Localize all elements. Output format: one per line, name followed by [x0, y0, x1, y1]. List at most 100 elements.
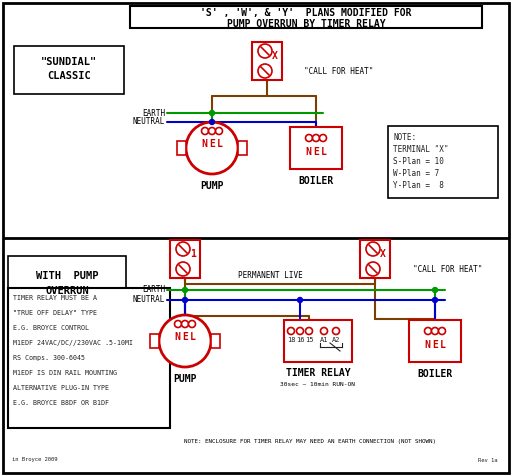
Circle shape: [258, 64, 272, 78]
Text: NEUTRAL: NEUTRAL: [133, 296, 165, 305]
Text: BOILER: BOILER: [298, 176, 334, 186]
Text: E: E: [432, 340, 438, 350]
Text: EARTH: EARTH: [142, 286, 165, 295]
Text: TIMER RELAY MUST BE A: TIMER RELAY MUST BE A: [13, 295, 97, 301]
Text: N: N: [424, 340, 430, 350]
Bar: [238, 141, 247, 155]
Text: NOTE:: NOTE:: [393, 133, 416, 142]
Circle shape: [188, 320, 196, 327]
Text: PUMP OVERRUN BY TIMER RELAY: PUMP OVERRUN BY TIMER RELAY: [227, 19, 386, 29]
Bar: [8, 256, 126, 314]
Text: NOTE: ENCLOSURE FOR TIMER RELAY MAY NEED AN EARTH CONNECTION (NOT SHOWN): NOTE: ENCLOSURE FOR TIMER RELAY MAY NEED…: [184, 438, 436, 444]
Text: M1EDF 24VAC/DC//230VAC .5-10MI: M1EDF 24VAC/DC//230VAC .5-10MI: [13, 340, 133, 346]
Circle shape: [438, 327, 445, 335]
Circle shape: [424, 327, 432, 335]
Text: A2: A2: [332, 337, 340, 343]
Text: NEUTRAL: NEUTRAL: [133, 118, 165, 127]
Circle shape: [258, 44, 272, 58]
Text: E.G. BROYCE B8DF OR B1DF: E.G. BROYCE B8DF OR B1DF: [13, 400, 109, 406]
Circle shape: [433, 298, 437, 303]
Circle shape: [209, 119, 215, 125]
Bar: [284, 320, 352, 362]
Text: EARTH: EARTH: [142, 109, 165, 118]
Text: OVERRUN: OVERRUN: [45, 286, 89, 296]
Text: E.G. BROYCE CONTROL: E.G. BROYCE CONTROL: [13, 325, 89, 331]
Circle shape: [208, 128, 216, 135]
Circle shape: [306, 327, 312, 335]
Text: CLASSIC: CLASSIC: [47, 71, 91, 81]
Bar: [388, 126, 498, 198]
Bar: [290, 127, 342, 169]
Text: 18: 18: [287, 337, 295, 343]
Bar: [360, 240, 390, 278]
Text: Rev 1a: Rev 1a: [478, 457, 497, 463]
Text: X: X: [272, 51, 278, 61]
Text: E: E: [209, 139, 215, 149]
Circle shape: [202, 128, 208, 135]
Text: "CALL FOR HEAT": "CALL FOR HEAT": [413, 265, 482, 274]
Text: PUMP: PUMP: [200, 181, 224, 191]
Text: 1: 1: [190, 249, 196, 259]
Circle shape: [297, 298, 303, 303]
Circle shape: [366, 242, 380, 256]
Circle shape: [306, 135, 312, 141]
Circle shape: [176, 262, 190, 276]
Text: 30sec ~ 10min RUN-ON: 30sec ~ 10min RUN-ON: [281, 381, 355, 387]
Circle shape: [216, 128, 223, 135]
Text: "CALL FOR HEAT": "CALL FOR HEAT": [304, 67, 373, 76]
Text: N: N: [201, 139, 207, 149]
Circle shape: [433, 288, 437, 292]
Circle shape: [182, 298, 187, 303]
Text: A1: A1: [320, 337, 328, 343]
Bar: [150, 334, 159, 348]
Bar: [252, 42, 282, 80]
Text: E: E: [182, 332, 188, 342]
Circle shape: [319, 135, 327, 141]
Bar: [8, 288, 170, 428]
Text: X: X: [380, 249, 386, 259]
Text: in Broyce 2009: in Broyce 2009: [12, 457, 57, 463]
Circle shape: [209, 110, 215, 116]
Text: L: L: [217, 139, 223, 149]
Text: Y-Plan =  8: Y-Plan = 8: [393, 181, 444, 190]
Bar: [177, 141, 186, 155]
Bar: [170, 240, 200, 278]
Circle shape: [321, 327, 328, 335]
Text: RS Comps. 300-6045: RS Comps. 300-6045: [13, 355, 85, 361]
Circle shape: [181, 320, 188, 327]
Text: TIMER RELAY: TIMER RELAY: [286, 368, 350, 378]
Text: E: E: [313, 147, 319, 157]
Text: 15: 15: [305, 337, 313, 343]
Text: W-Plan = 7: W-Plan = 7: [393, 169, 439, 178]
Text: L: L: [190, 332, 196, 342]
Circle shape: [176, 242, 190, 256]
Text: M1EDF IS DIN RAIL MOUNTING: M1EDF IS DIN RAIL MOUNTING: [13, 370, 117, 376]
Circle shape: [296, 327, 304, 335]
Text: BOILER: BOILER: [417, 369, 453, 379]
Text: S-Plan = 10: S-Plan = 10: [393, 158, 444, 167]
Bar: [409, 320, 461, 362]
Circle shape: [366, 262, 380, 276]
Text: PUMP: PUMP: [173, 374, 197, 384]
Text: TERMINAL "X": TERMINAL "X": [393, 146, 449, 155]
Circle shape: [182, 288, 187, 292]
Text: 'S' , 'W', & 'Y'  PLANS MODIFIED FOR: 'S' , 'W', & 'Y' PLANS MODIFIED FOR: [200, 8, 412, 18]
Circle shape: [288, 327, 294, 335]
Circle shape: [175, 320, 181, 327]
Text: ALTERNATIVE PLUG-IN TYPE: ALTERNATIVE PLUG-IN TYPE: [13, 385, 109, 391]
Text: 16: 16: [296, 337, 304, 343]
Bar: [211, 334, 220, 348]
Circle shape: [312, 135, 319, 141]
Text: L: L: [440, 340, 446, 350]
Text: N: N: [174, 332, 180, 342]
Text: N: N: [305, 147, 311, 157]
Bar: [14, 46, 124, 94]
Text: WITH  PUMP: WITH PUMP: [36, 271, 98, 281]
Text: "TRUE OFF DELAY" TYPE: "TRUE OFF DELAY" TYPE: [13, 310, 97, 316]
Text: PERMANENT LIVE: PERMANENT LIVE: [238, 271, 303, 280]
Text: "SUNDIAL": "SUNDIAL": [41, 57, 97, 67]
Bar: [130, 6, 482, 28]
Circle shape: [432, 327, 438, 335]
Circle shape: [186, 122, 238, 174]
Circle shape: [159, 315, 211, 367]
